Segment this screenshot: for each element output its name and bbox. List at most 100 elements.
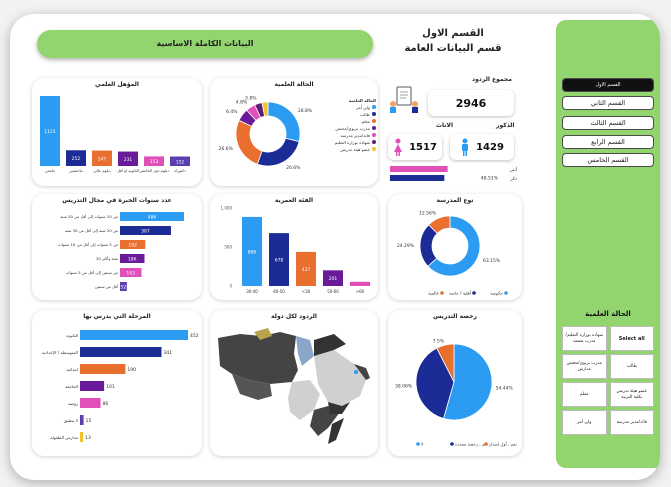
edu-bar-value: 153 (150, 159, 159, 165)
stage-category-label: الجامعة (65, 384, 78, 389)
legend-item: عضو هيئة تدريس (332, 147, 376, 152)
exp-category-label: 30 سنة وأكثر (96, 256, 118, 261)
filter-option[interactable]: شهادة بوزارة التعليم/مدرب معتمد (562, 326, 607, 351)
filter-option[interactable]: ولي أمر (562, 410, 607, 435)
edu-bar (118, 151, 138, 166)
main-data-button[interactable]: البيانات الكاملة الاساسية (37, 30, 373, 58)
stage-bar-value: 452 (190, 333, 199, 339)
status-slice (235, 119, 263, 165)
license-label: 7.5% (433, 339, 445, 345)
nav-section-3[interactable]: القسم الثالث (562, 116, 654, 130)
exp-bar-value: 52 (121, 284, 127, 290)
map-region-levant[interactable] (296, 336, 314, 366)
age-bar-value: 201 (329, 276, 338, 282)
map-region-sudan[interactable] (288, 380, 320, 420)
age-category-label: 40-50 (273, 289, 285, 294)
edu-category-label: ماجستير (68, 168, 82, 173)
dashboard-frame: البيانات الكاملة الاساسية القسم الاول قس… (10, 14, 660, 480)
school-legend-swatch (472, 291, 476, 295)
age-chart-title: الفئة العمرية (274, 197, 314, 204)
map-region-desert[interactable] (254, 328, 272, 340)
legend-text: شهادة بوزارة التعليم (334, 140, 370, 145)
age-bar-value: 437 (302, 267, 311, 273)
legend-text: مدرب تربوي/مختص (335, 126, 370, 131)
education-chart: 1121 جامعي 252 ماجستير 247 دبلوم عالي 231 الثان… (40, 96, 190, 173)
filter-option[interactable]: معلم (562, 382, 607, 407)
nav-section-1[interactable]: القسم الاول (562, 78, 654, 92)
edu-bar (144, 156, 164, 166)
legend-swatch (372, 119, 376, 123)
edu-category-label: دبلوم عالي (93, 168, 111, 173)
legend-item: ولي أمر (332, 105, 376, 110)
filter-option[interactable]: مدرب تربوي/مختص مدارس (562, 354, 607, 379)
stage-bar (80, 381, 105, 391)
filter-option[interactable]: طالب (609, 354, 654, 379)
age-ytick: 500 (224, 245, 232, 250)
map-region-sahel[interactable] (232, 374, 272, 400)
filter-option[interactable]: عضو هيئة تدريس بكلية التربية (609, 382, 654, 407)
female-icon (394, 138, 403, 156)
section-title: القسم الاول (422, 28, 484, 39)
age-bar-value: 678 (275, 258, 284, 264)
stage-bar (80, 364, 126, 374)
nav-section-5[interactable]: القسم الخامس (562, 153, 654, 167)
school-legend-swatch (504, 291, 508, 295)
edu-bar-value: 152 (176, 159, 185, 165)
stage-bar (80, 432, 84, 442)
female-value: 1517 (409, 141, 437, 153)
status-label: 3.8% (245, 95, 257, 101)
stage-chart-title: المرحلة التي يدرس بها (83, 313, 151, 320)
map-region-horn-south[interactable] (328, 418, 344, 444)
age-chart-card: الفئة العمرية 1,000 500 0 886 30-40 678 40-50 4… (210, 194, 378, 300)
school-slice (428, 215, 451, 234)
exp-bar-value: 186 (128, 256, 137, 262)
stage-bar-value: 101 (106, 384, 115, 390)
nav-section-2[interactable]: القسم الثاني (562, 96, 654, 110)
license-legend-swatch (450, 442, 454, 446)
license-legend-swatch (416, 442, 420, 446)
edu-category-label: جامعي (45, 168, 56, 173)
map-region-gulf[interactable] (354, 364, 370, 380)
map-region-iraq[interactable] (314, 334, 346, 356)
experience-chart-title: عدد سنوات الخبرة في مجال التدريس (62, 197, 172, 204)
exp-bar-value: 486 (148, 214, 157, 220)
male-icon (462, 138, 469, 156)
status-slice (261, 101, 269, 117)
exp-bar (120, 282, 127, 291)
exp-bar (120, 240, 146, 249)
country-map[interactable] (210, 310, 378, 456)
status-label: 28.8% (298, 108, 313, 114)
license-chart-card: رخصة التدريس 54.44% 38.06% 7.5% لا نعم , رخص… (388, 310, 522, 456)
status-chart: 28.8% 26.6% 26.6% 6.4% 4.8%3.8% (219, 95, 313, 171)
education-chart-title: المؤهل العلمي (95, 81, 139, 88)
edu-bar-value: 252 (72, 156, 81, 162)
filter-option[interactable]: قائد/مدير مدرسة (609, 410, 654, 435)
map-region-yemen[interactable] (328, 402, 350, 414)
map-region-arabia[interactable] (314, 350, 366, 406)
legend-text: طالب (360, 112, 370, 117)
stage-category-label: ابتدائية (66, 367, 78, 372)
exp-category-label: من 5 سنوات إلى أقل من 10 سنوات (58, 242, 118, 248)
legend-text: ولي أمر (356, 105, 370, 110)
stage-chart: 452 الثانوية 341 المتوسطة / الإعدادية 190 ابت… (42, 330, 199, 442)
edu-bar-value: 247 (98, 156, 107, 162)
experience-chart-card: عدد سنوات الخبرة في مجال التدريس 486 من 1… (32, 194, 202, 300)
legend-text: معلم (361, 119, 370, 124)
exp-bar-value: 387 (141, 228, 150, 234)
status-label: 26.6% (219, 146, 234, 152)
map-region-north-africa[interactable] (218, 332, 298, 384)
license-legend-text: نعم , رخصة مجددة (455, 442, 488, 447)
nav-section-4[interactable]: القسم الرابع (562, 135, 654, 149)
male-label: الذكور (496, 122, 515, 129)
edu-bar (66, 150, 86, 166)
edu-category-label: دبلوم دون الجامعي (139, 168, 169, 173)
stage-bar (80, 415, 84, 425)
experience-chart: 486 من 10 سنوات إلى أقل من 20 سنة 387 من 20… (58, 212, 184, 291)
filter-select-all[interactable]: Select all (609, 326, 654, 351)
total-label: مجموع الردود (472, 76, 512, 83)
stage-chart-card: المرحلة التي يدرس بها 452 الثانوية 341 المت… (32, 310, 202, 456)
school-legend-swatch (440, 291, 444, 295)
map-title: الردود لكل دولة (271, 313, 317, 320)
edu-bar (170, 156, 190, 166)
exp-bar (120, 212, 184, 221)
